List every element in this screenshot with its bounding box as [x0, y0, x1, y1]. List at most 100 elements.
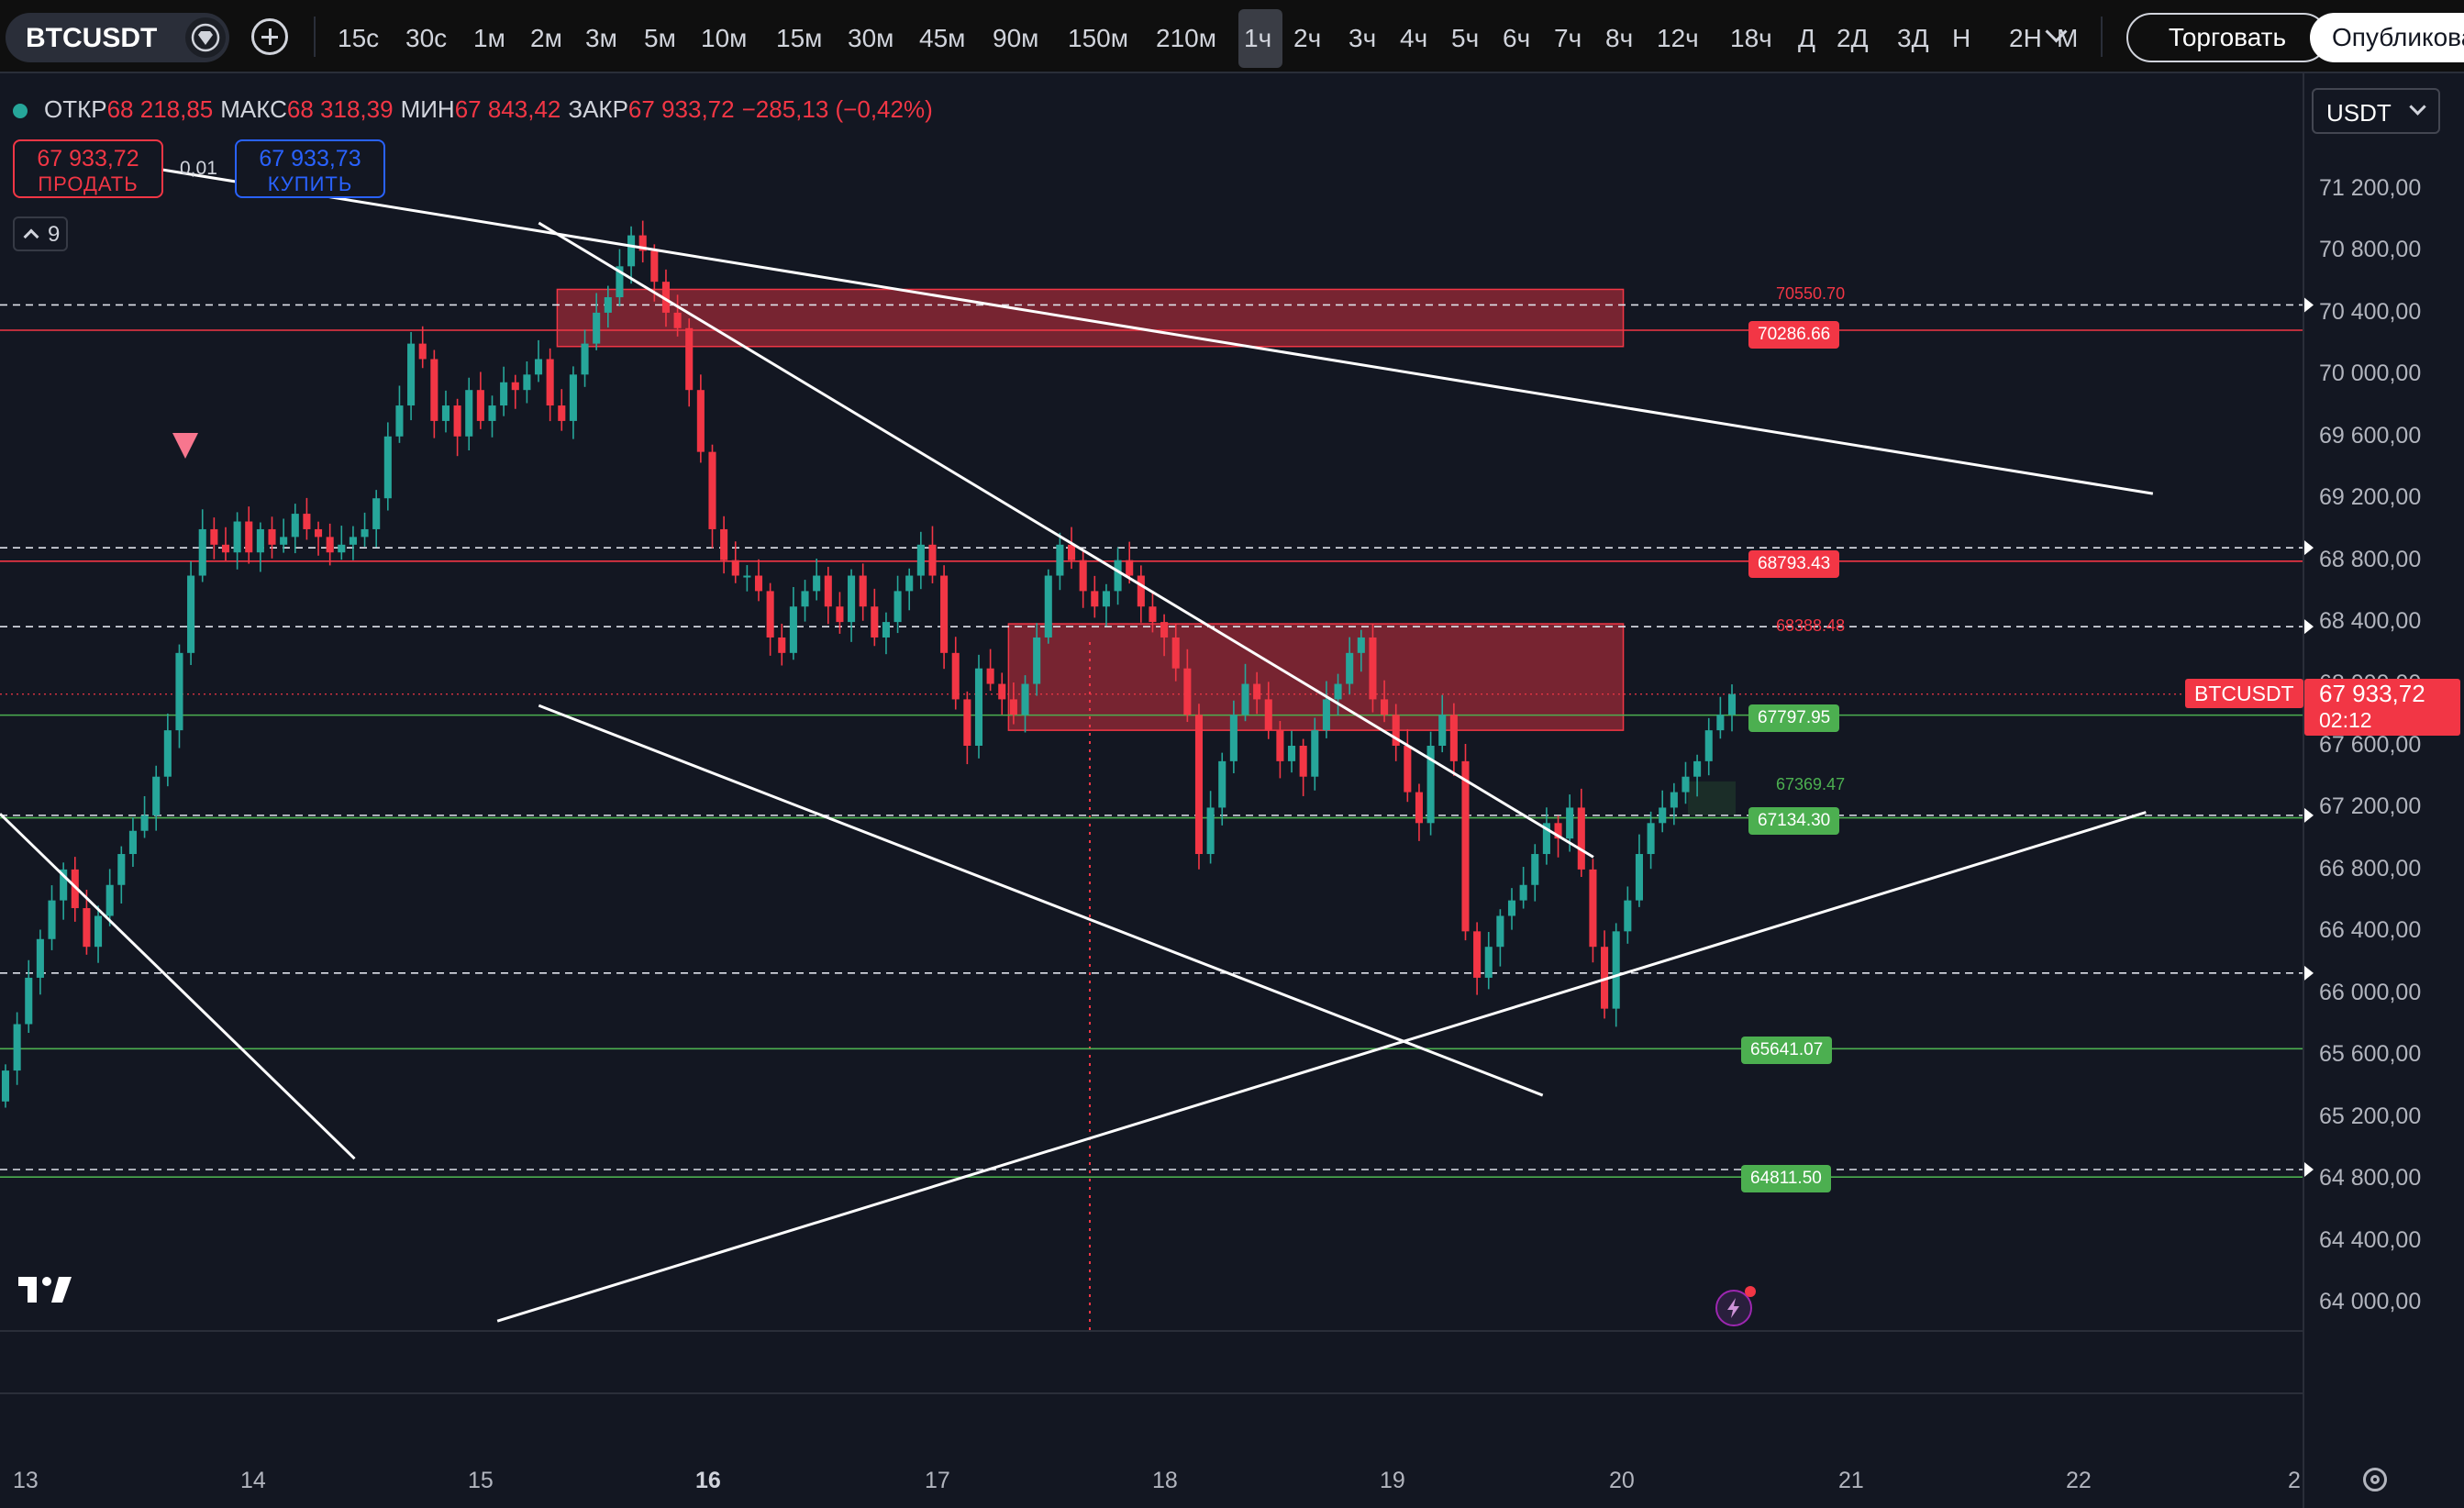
timeframe-5[interactable]: 5м	[644, 24, 676, 52]
compare-add-icon[interactable]	[251, 18, 288, 55]
date-tick-label: 21	[1838, 1468, 1864, 1493]
timeframe-13[interactable]: 1ч	[1244, 24, 1272, 52]
candle-body	[871, 606, 879, 638]
candle-body	[1357, 637, 1365, 653]
timeframe-22[interactable]: 18ч	[1730, 24, 1772, 52]
candle-body	[210, 528, 218, 545]
candle-body	[48, 900, 56, 939]
timeframe-2[interactable]: 1м	[473, 24, 505, 52]
timeframe-27[interactable]: 2Н	[2009, 24, 2042, 52]
timeframe-4[interactable]: 3м	[585, 24, 617, 52]
timeframe-10[interactable]: 90м	[993, 24, 1039, 52]
timeframe-7[interactable]: 15м	[776, 24, 823, 52]
candle-body	[395, 405, 404, 437]
timeframe-1[interactable]: 30с	[405, 24, 448, 52]
currency-value: USDT	[2326, 99, 2392, 127]
timeframe-16[interactable]: 4ч	[1400, 24, 1428, 52]
trade-button[interactable]: Торговать	[2126, 13, 2328, 62]
demand-zone	[1688, 781, 1736, 815]
candle-body	[511, 382, 519, 391]
diamond-icon[interactable]	[185, 17, 226, 58]
buy-button[interactable]: 67 933,73 КУПИТЬ	[235, 139, 385, 198]
candle-body	[372, 498, 381, 529]
timeframe-11[interactable]: 150м	[1068, 24, 1128, 52]
timeframe-6[interactable]: 10м	[701, 24, 748, 52]
symbol-search-button[interactable]: BTCUSDT	[6, 13, 229, 62]
candle-body	[1264, 699, 1272, 731]
candle-body	[338, 544, 346, 553]
candle-body	[1589, 869, 1597, 948]
indicators-toggle-button[interactable]: 9	[13, 216, 68, 251]
candle-body	[1577, 807, 1585, 870]
level-tag[interactable]: 64811.50	[1741, 1165, 1831, 1192]
timeframe-15[interactable]: 3ч	[1349, 24, 1377, 52]
candle-body	[813, 575, 821, 592]
candle-body	[1218, 760, 1226, 808]
candle-body	[1438, 715, 1447, 746]
timeframe-19[interactable]: 7ч	[1554, 24, 1582, 52]
zone-top-label: 70550.70	[1776, 284, 1846, 303]
publish-button[interactable]: Опубликовать	[2310, 13, 2464, 62]
currency-select[interactable]: USDT	[2312, 88, 2440, 134]
timeframe-28[interactable]: М	[2057, 24, 2079, 52]
symbol-label: BTCUSDT	[26, 23, 158, 53]
candle-body	[569, 374, 577, 421]
zone-top-label: 67369.47	[1776, 775, 1846, 793]
level-tag[interactable]: 68793.43	[1748, 550, 1840, 578]
candle-body	[650, 250, 659, 283]
candle-body	[581, 343, 589, 375]
zone-top-label: 68388.48	[1776, 616, 1846, 635]
candle-body	[175, 652, 183, 731]
date-tick-label: 19	[1380, 1468, 1405, 1493]
current-symbol-badge: BTCUSDT	[2185, 679, 2303, 708]
sell-button[interactable]: 67 933,72 ПРОДАТЬ	[13, 139, 163, 198]
candle-body	[1033, 637, 1041, 684]
timeframe-21[interactable]: 12ч	[1657, 24, 1699, 52]
timeframe-3[interactable]: 2м	[530, 24, 562, 52]
timeframe-14[interactable]: 2ч	[1293, 24, 1322, 52]
timeframe-8[interactable]: 30м	[848, 24, 894, 52]
level-tag[interactable]: 67797.95	[1748, 704, 1840, 732]
level-tag[interactable]: 70286.66	[1748, 321, 1840, 349]
timeframe-20[interactable]: 8ч	[1605, 24, 1634, 52]
candle-body	[1114, 560, 1122, 592]
lightning-alert-icon[interactable]	[1715, 1286, 1756, 1326]
settings-icon[interactable]	[2363, 1468, 2387, 1491]
price-tick-label: 66 000,00	[2319, 979, 2422, 1005]
level-tag[interactable]: 67134.30	[1748, 807, 1840, 835]
level-tag[interactable]: 65641.07	[1741, 1037, 1833, 1064]
timeframe-24[interactable]: 2Д	[1837, 24, 1869, 52]
timeframe-25[interactable]: 3Д	[1897, 24, 1929, 52]
candle-body	[465, 390, 473, 437]
spread-value: 0,01	[180, 158, 217, 179]
level-arrow-icon	[2304, 540, 2314, 556]
price-tick-label: 64 000,00	[2319, 1289, 2422, 1314]
candle-body	[593, 312, 601, 344]
candle-body	[1566, 807, 1574, 839]
open-label: ОТКР	[44, 95, 107, 123]
candle-body	[268, 528, 276, 545]
timeframe-26[interactable]: Н	[1952, 24, 1971, 52]
current-price-badge: 67 933,72 02:12	[2304, 679, 2460, 736]
candle-body	[1171, 637, 1180, 669]
timeframe-17[interactable]: 5ч	[1451, 24, 1480, 52]
candle-body	[1009, 699, 1017, 715]
candle-body	[1727, 693, 1737, 715]
timeframe-12[interactable]: 210м	[1156, 24, 1216, 52]
timeframe-0[interactable]: 15с	[338, 24, 380, 52]
timeframe-9[interactable]: 45м	[919, 24, 966, 52]
candle-body	[1334, 683, 1342, 700]
candle-body	[720, 528, 728, 560]
candle-body	[882, 622, 890, 638]
price-chart[interactable]	[0, 73, 2464, 1508]
low-label: МИН	[400, 95, 455, 123]
timeframe-23[interactable]: Д	[1798, 24, 1815, 52]
timeframe-18[interactable]: 6ч	[1503, 24, 1531, 52]
price-tick-label: 65 600,00	[2319, 1041, 2422, 1068]
candle-body	[25, 977, 33, 1025]
candle-body	[731, 560, 739, 576]
price-tick-label: 65 200,00	[2319, 1103, 2422, 1129]
candle-body	[905, 575, 914, 592]
trendline	[538, 221, 1594, 859]
date-tick-label: 13	[13, 1468, 39, 1493]
